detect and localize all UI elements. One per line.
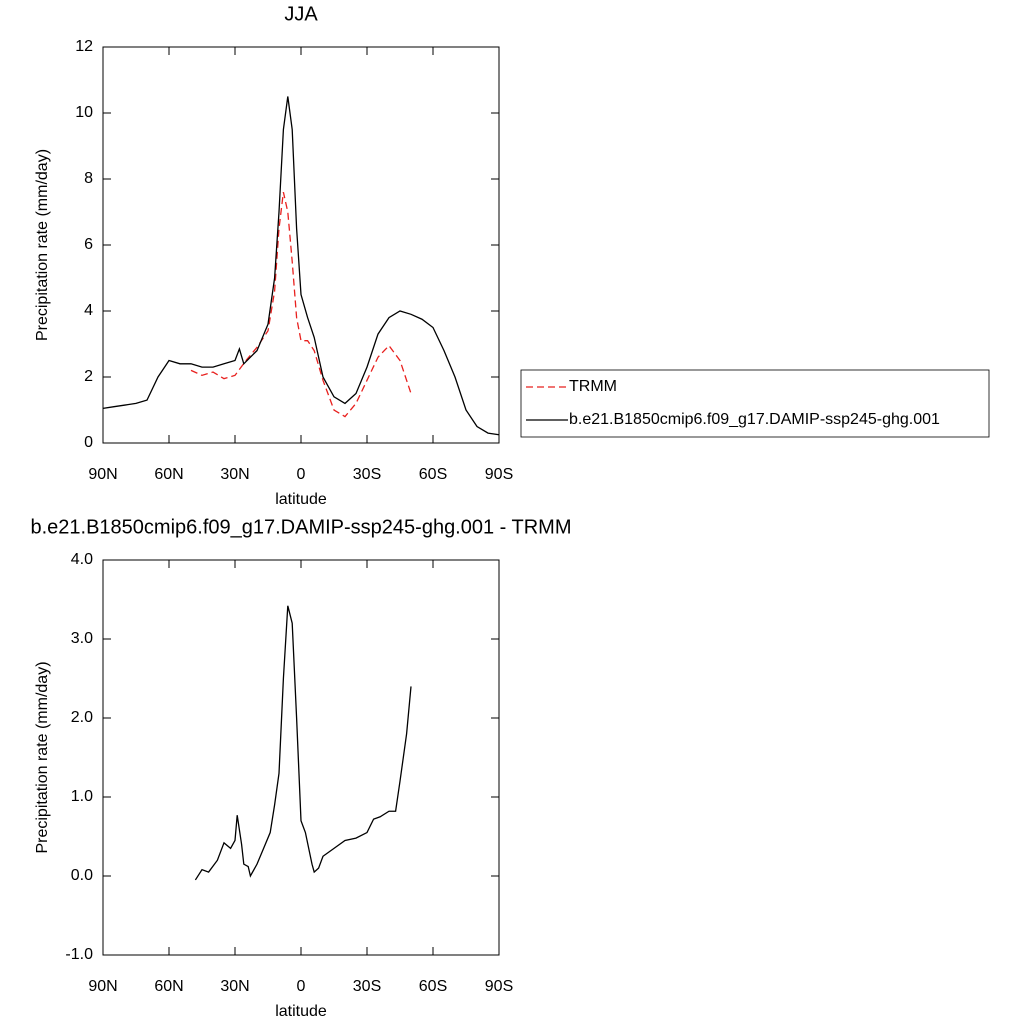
x-tick-label: 60N [154,466,183,483]
y-tick-label: 0.0 [71,867,93,884]
plot-frame [102,46,500,444]
y-tick-label: -1.0 [65,946,93,963]
y-tick-label: 4.0 [71,551,93,568]
line-series [194,605,412,881]
x-tick-label: 0 [297,978,306,995]
x-tick-label: 30N [220,978,249,995]
legend-label: TRMM [569,378,617,395]
y-tick-label: 1.0 [71,788,93,805]
x-tick-label: 60S [419,466,447,483]
x-tick-label: 90N [88,466,117,483]
y-axis-label: Precipitation rate (mm/day) [34,149,51,341]
y-tick-label: 4 [84,302,93,319]
x-axis-label: latitude [275,491,327,508]
plot-frame [102,559,500,956]
y-tick-label: 12 [75,38,93,55]
chart-title: b.e21.B1850cmip6.f09_g17.DAMIP-ssp245-gh… [30,516,571,538]
y-tick-label: 6 [84,236,93,253]
y-tick-label: 0 [84,434,93,451]
x-tick-label: 90N [88,978,117,995]
x-tick-label: 60N [154,978,183,995]
x-tick-label: 60S [419,978,447,995]
y-tick-label: 2.0 [71,709,93,726]
line-series [102,96,500,436]
line-series [190,192,412,418]
x-axis-label: latitude [275,1003,327,1020]
y-tick-label: 8 [84,170,93,187]
y-tick-label: 2 [84,368,93,385]
x-tick-label: 90S [485,978,513,995]
x-tick-label: 0 [297,466,306,483]
y-tick-label: 3.0 [71,630,93,647]
x-tick-label: 30N [220,466,249,483]
chart-title: JJA [284,3,318,25]
x-tick-label: 30S [353,466,381,483]
x-tick-label: 90S [485,466,513,483]
x-tick-label: 30S [353,978,381,995]
y-tick-label: 10 [75,104,93,121]
y-axis-label: Precipitation rate (mm/day) [34,661,51,853]
legend-box [520,369,990,438]
legend-label: b.e21.B1850cmip6.f09_g17.DAMIP-ssp245-gh… [569,411,940,428]
